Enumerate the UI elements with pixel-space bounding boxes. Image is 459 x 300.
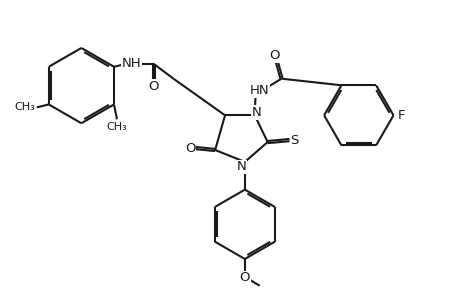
Text: CH₃: CH₃ <box>106 122 127 132</box>
Text: N: N <box>236 160 246 173</box>
Text: S: S <box>290 134 298 147</box>
Text: F: F <box>397 109 404 122</box>
Text: HN: HN <box>249 84 269 97</box>
Text: O: O <box>269 50 279 62</box>
Text: O: O <box>185 142 195 154</box>
Text: N: N <box>252 106 261 119</box>
Text: O: O <box>239 271 250 284</box>
Text: CH₃: CH₃ <box>14 102 35 112</box>
Text: NH: NH <box>122 57 141 70</box>
Text: O: O <box>148 80 158 93</box>
